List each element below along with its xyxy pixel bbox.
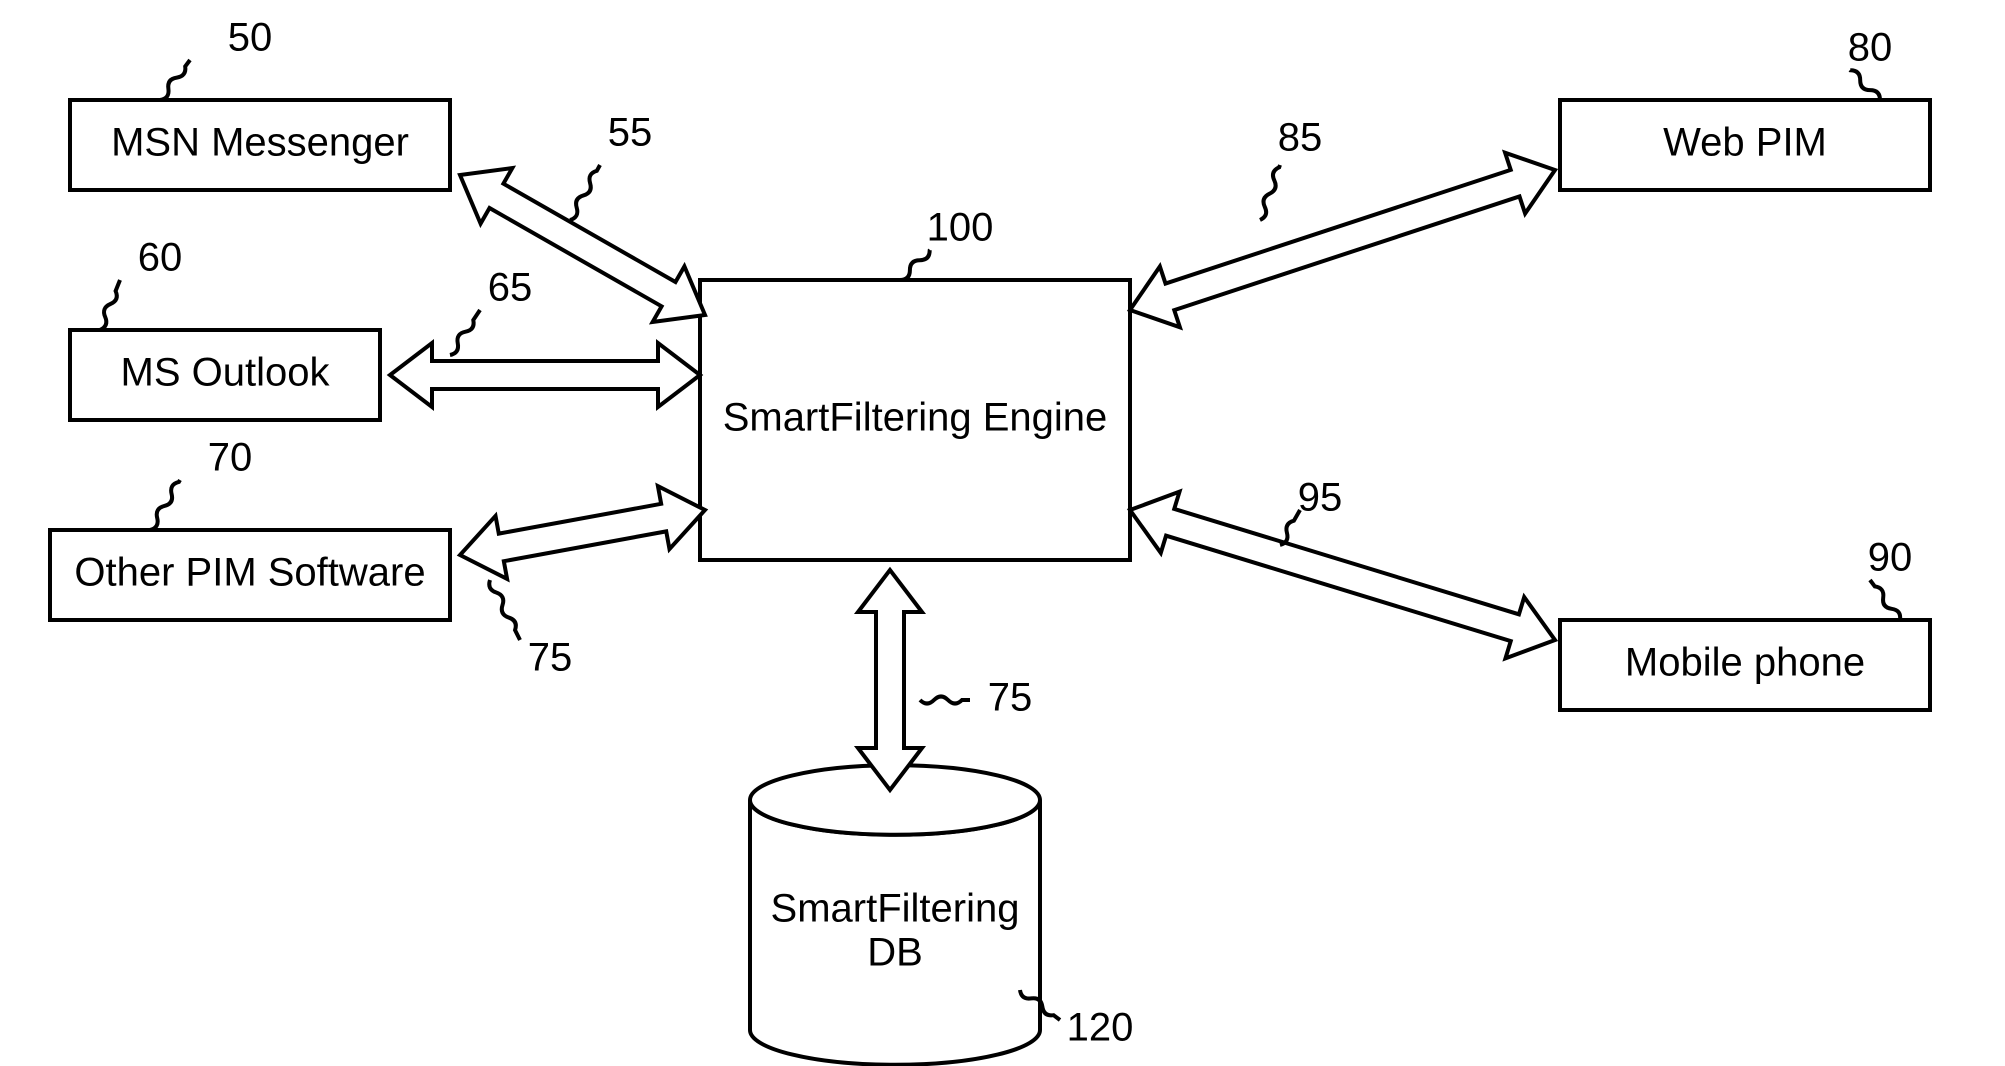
node-msn: MSN Messenger — [70, 100, 450, 190]
node-ref-webpim: 80 — [1848, 26, 1893, 70]
node-ref-mobile: 90 — [1868, 536, 1913, 580]
edge-ref-e_outlook: 65 — [488, 266, 533, 310]
node-ref-msn: 50 — [228, 16, 273, 60]
node-ref-otherpim: 70 — [208, 436, 253, 480]
node-ref-engine: 100 — [927, 206, 994, 250]
node-label-otherpim: Other PIM Software — [74, 551, 425, 595]
node-label-mobile: Mobile phone — [1625, 641, 1865, 685]
node-webpim: Web PIM — [1560, 100, 1930, 190]
node-ref-outlook: 60 — [138, 236, 183, 280]
node-label-outlook: MS Outlook — [121, 351, 331, 395]
node-ref-db: 120 — [1067, 1006, 1134, 1050]
edge-e_mobile — [1130, 492, 1555, 659]
node-outlook: MS Outlook — [70, 330, 380, 420]
node-label-msn: MSN Messenger — [111, 121, 409, 165]
node-label-webpim: Web PIM — [1663, 121, 1827, 165]
edge-e_webpim — [1130, 153, 1555, 328]
edge-ref-e_msn: 55 — [608, 111, 653, 155]
edge-e_outlook — [390, 343, 700, 407]
edge-ref-e_other: 75 — [528, 636, 573, 680]
edge-ref-e_db: 75 — [988, 676, 1033, 720]
node-db: SmartFilteringDB — [750, 765, 1040, 1065]
edge-e_db — [858, 570, 922, 790]
edge-e_other — [460, 486, 705, 579]
node-engine: SmartFiltering Engine — [700, 280, 1130, 560]
edge-ref-e_webpim: 85 — [1278, 116, 1323, 160]
node-otherpim: Other PIM Software — [50, 530, 450, 620]
node-mobile: Mobile phone — [1560, 620, 1930, 710]
edge-ref-e_mobile: 95 — [1298, 476, 1343, 520]
node-label-engine: SmartFiltering Engine — [723, 396, 1108, 440]
